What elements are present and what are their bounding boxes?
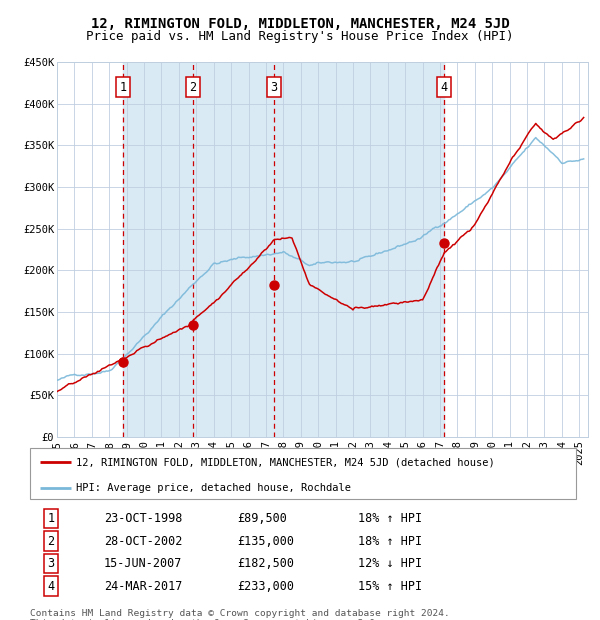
Text: 18% ↑ HPI: 18% ↑ HPI [358, 512, 422, 525]
Text: 24-MAR-2017: 24-MAR-2017 [104, 580, 182, 593]
Text: 2: 2 [47, 534, 55, 547]
Text: 1: 1 [120, 81, 127, 94]
Text: 28-OCT-2002: 28-OCT-2002 [104, 534, 182, 547]
Text: 1: 1 [47, 512, 55, 525]
Text: 15% ↑ HPI: 15% ↑ HPI [358, 580, 422, 593]
Bar [124, 62, 444, 437]
FancyBboxPatch shape [30, 448, 576, 499]
Text: 3: 3 [47, 557, 55, 570]
Text: Price paid vs. HM Land Registry's House Price Index (HPI): Price paid vs. HM Land Registry's House … [86, 30, 514, 43]
Text: 4: 4 [440, 81, 448, 94]
Text: £135,000: £135,000 [238, 534, 295, 547]
Text: 4: 4 [47, 580, 55, 593]
Text: 23-OCT-1998: 23-OCT-1998 [104, 512, 182, 525]
Text: 12% ↓ HPI: 12% ↓ HPI [358, 557, 422, 570]
Text: 2: 2 [190, 81, 197, 94]
Text: £89,500: £89,500 [238, 512, 287, 525]
Text: 12, RIMINGTON FOLD, MIDDLETON, MANCHESTER, M24 5JD (detached house): 12, RIMINGTON FOLD, MIDDLETON, MANCHESTE… [76, 458, 495, 467]
Text: 12, RIMINGTON FOLD, MIDDLETON, MANCHESTER, M24 5JD: 12, RIMINGTON FOLD, MIDDLETON, MANCHESTE… [91, 17, 509, 32]
Text: £233,000: £233,000 [238, 580, 295, 593]
Text: £182,500: £182,500 [238, 557, 295, 570]
Text: 15-JUN-2007: 15-JUN-2007 [104, 557, 182, 570]
Text: 3: 3 [271, 81, 277, 94]
Text: HPI: Average price, detached house, Rochdale: HPI: Average price, detached house, Roch… [76, 483, 352, 493]
Text: Contains HM Land Registry data © Crown copyright and database right 2024.
This d: Contains HM Land Registry data © Crown c… [30, 609, 450, 620]
Text: 18% ↑ HPI: 18% ↑ HPI [358, 534, 422, 547]
